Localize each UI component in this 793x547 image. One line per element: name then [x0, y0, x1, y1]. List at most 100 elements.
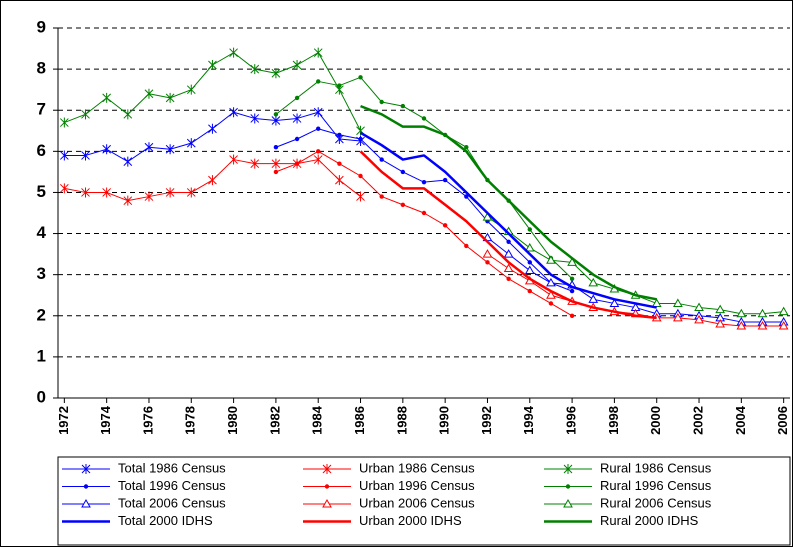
marker	[208, 60, 217, 70]
y-tick-label: 9	[37, 17, 46, 36]
marker	[527, 260, 532, 265]
x-tick-label: 1980	[225, 406, 240, 435]
marker	[379, 157, 384, 162]
marker	[59, 150, 69, 161]
x-tick-label: 1976	[140, 406, 155, 435]
marker	[421, 210, 427, 216]
legend-label: Total 2006 Census	[118, 495, 226, 510]
marker	[442, 177, 448, 183]
legend-label: Rural 2006 Census	[600, 495, 712, 510]
marker	[503, 249, 514, 258]
marker	[464, 194, 469, 199]
marker	[673, 298, 683, 307]
marker	[81, 187, 90, 198]
marker	[316, 149, 321, 154]
x-tick-label: 1988	[394, 406, 409, 435]
marker	[569, 288, 575, 294]
marker	[144, 191, 154, 202]
marker	[358, 75, 363, 80]
x-tick-label: 2000	[648, 406, 663, 435]
marker	[546, 290, 556, 299]
legend-label: Total 2000 IDHS	[118, 513, 213, 528]
y-tick-label: 3	[37, 264, 46, 283]
marker	[757, 308, 768, 318]
marker	[778, 321, 789, 330]
marker	[356, 191, 365, 202]
marker	[294, 161, 300, 166]
marker	[524, 242, 535, 252]
y-tick-label: 0	[37, 387, 46, 406]
marker	[316, 79, 321, 84]
marker	[421, 179, 427, 185]
marker	[778, 306, 789, 316]
marker	[588, 277, 599, 287]
marker	[588, 294, 599, 303]
marker	[273, 169, 279, 175]
marker	[102, 92, 112, 103]
marker	[186, 138, 196, 149]
marker	[273, 145, 279, 150]
marker	[421, 116, 427, 121]
marker	[271, 115, 281, 126]
marker	[316, 126, 321, 131]
marker	[81, 498, 91, 508]
legend-label: Total 1996 Census	[118, 478, 226, 493]
marker	[546, 255, 556, 264]
marker	[144, 88, 154, 99]
marker	[442, 223, 448, 228]
marker	[59, 183, 69, 194]
marker	[313, 154, 323, 165]
marker	[81, 109, 90, 120]
marker	[400, 169, 406, 175]
legend-label: Rural 1986 Census	[600, 460, 712, 475]
x-tick-label: 1998	[606, 406, 621, 435]
marker	[569, 313, 575, 318]
marker	[337, 83, 342, 88]
marker	[81, 464, 91, 474]
marker	[736, 308, 747, 318]
marker	[123, 109, 133, 120]
y-tick-label: 6	[37, 141, 46, 160]
marker	[464, 145, 469, 150]
marker	[83, 484, 89, 489]
marker	[485, 260, 490, 265]
marker	[694, 314, 704, 324]
marker	[337, 132, 342, 138]
marker	[322, 498, 332, 508]
x-tick-label: 1984	[310, 405, 325, 435]
marker	[400, 103, 406, 109]
marker	[144, 142, 154, 153]
series-line	[360, 104, 657, 301]
marker	[229, 154, 238, 165]
x-tick-label: 2006	[775, 406, 790, 435]
marker	[464, 243, 469, 249]
marker	[379, 194, 384, 199]
y-tick-label: 1	[37, 346, 46, 365]
marker	[358, 136, 363, 142]
x-tick-label: 1974	[98, 405, 113, 435]
marker	[250, 158, 260, 169]
marker	[337, 161, 342, 166]
x-tick-label: 1994	[521, 405, 536, 435]
y-tick-label: 4	[37, 223, 47, 242]
marker	[186, 187, 196, 198]
marker	[565, 484, 571, 489]
marker	[335, 175, 344, 186]
marker	[102, 144, 112, 155]
x-tick-label: 1986	[352, 406, 367, 435]
marker	[292, 113, 302, 124]
legend-label: Rural 2000 IDHS	[600, 513, 699, 528]
marker	[273, 112, 279, 117]
y-tick-label: 2	[37, 305, 46, 324]
marker	[567, 257, 577, 266]
marker	[208, 175, 217, 186]
marker	[715, 304, 726, 314]
x-tick-label: 1996	[564, 406, 579, 435]
marker	[524, 265, 535, 275]
x-tick-label: 1972	[56, 406, 71, 435]
marker	[506, 239, 511, 244]
marker	[294, 95, 300, 101]
marker	[358, 173, 363, 179]
